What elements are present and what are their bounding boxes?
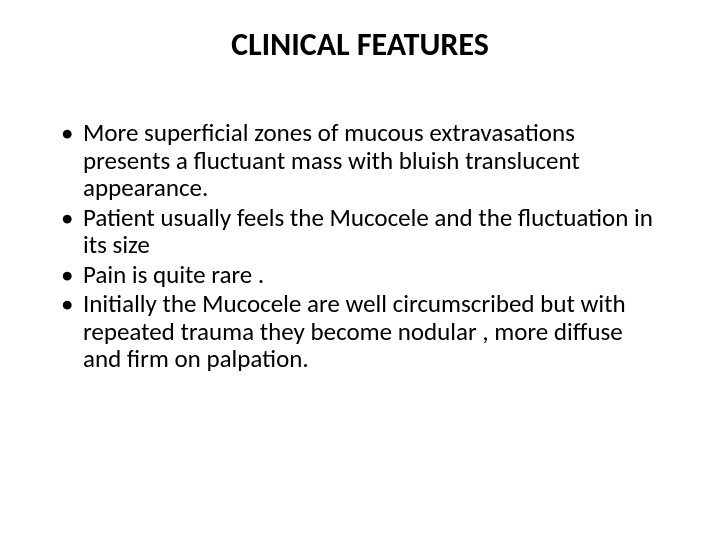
bullet-list: • More superficial zones of mucous extra… bbox=[55, 119, 665, 373]
list-item: • Patient usually feels the Mucocele and… bbox=[55, 204, 665, 259]
slide-title: CLINICAL FEATURES bbox=[55, 25, 665, 64]
bullet-icon: • bbox=[55, 204, 83, 232]
bullet-text: Pain is quite rare . bbox=[83, 261, 665, 289]
bullet-text: Patient usually feels the Mucocele and t… bbox=[83, 204, 665, 259]
bullet-icon: • bbox=[55, 119, 83, 147]
bullet-text: More superficial zones of mucous extrava… bbox=[83, 119, 665, 202]
list-item: • More superficial zones of mucous extra… bbox=[55, 119, 665, 202]
bullet-icon: • bbox=[55, 290, 83, 318]
list-item: • Pain is quite rare . bbox=[55, 261, 665, 289]
bullet-icon: • bbox=[55, 261, 83, 289]
list-item: • Initially the Mucocele are well circum… bbox=[55, 290, 665, 373]
bullet-text: Initially the Mucocele are well circumsc… bbox=[83, 290, 665, 373]
